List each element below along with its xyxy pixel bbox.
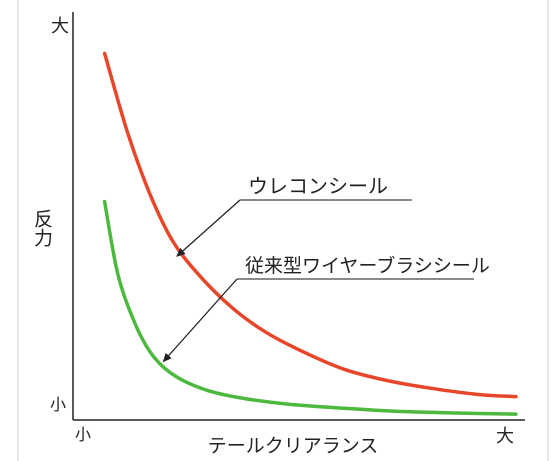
- x-axis-title: テールクリアランス: [208, 435, 379, 457]
- annotation-arrow-1: [176, 199, 241, 257]
- series-layer: [102, 51, 518, 416]
- x-tick-high-label: 大: [496, 426, 514, 447]
- series-line-2: [102, 199, 518, 416]
- x-tick-low-label: 小: [75, 425, 91, 444]
- y-tick-low-label: 小: [50, 395, 66, 414]
- y-tick-high-label: 大: [51, 16, 69, 37]
- annotation-label-2: 従来型ワイヤーブラシシール: [245, 254, 490, 277]
- y-axis-title: 反力: [31, 209, 53, 247]
- annotation-label-1: ウレコンシール: [248, 174, 388, 198]
- series-line-1: [102, 51, 518, 399]
- annotation-arrow-2: [162, 278, 238, 363]
